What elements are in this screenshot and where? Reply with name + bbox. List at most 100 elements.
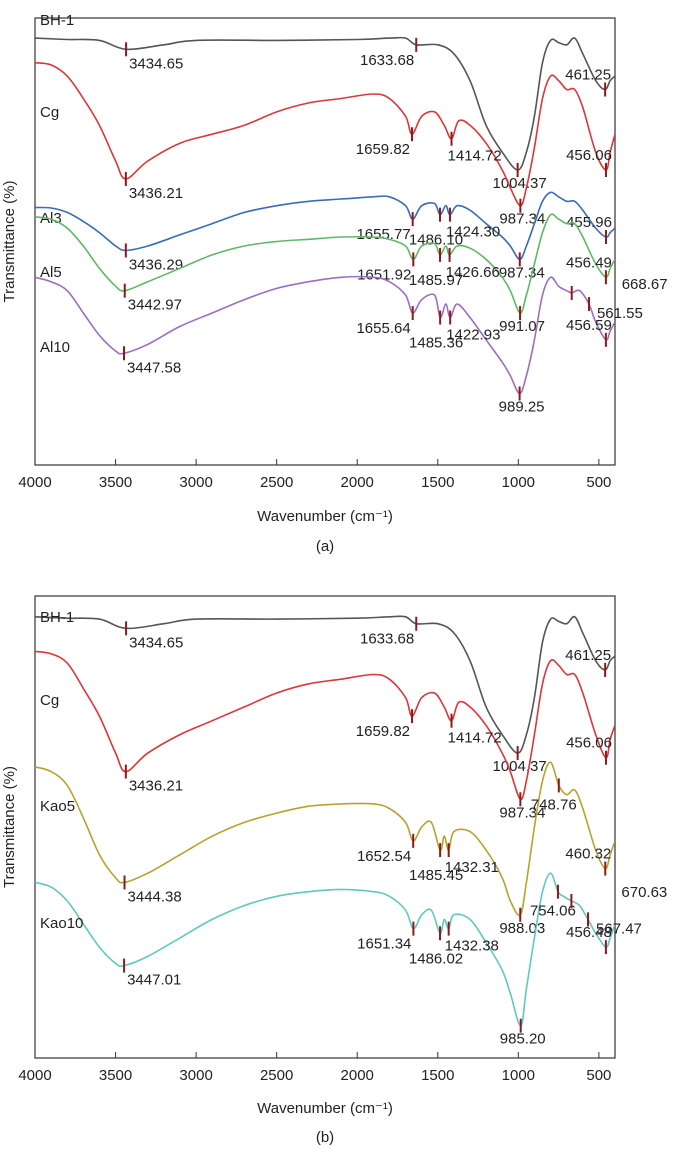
peak-label: 456.06 (566, 147, 612, 164)
x-tick-label: 500 (586, 474, 611, 491)
series-name-label: BH-1 (40, 12, 74, 29)
peak-label: 456.48 (566, 924, 612, 941)
peak-label: 1432.38 (445, 938, 499, 955)
x-tick-label: 1500 (421, 1067, 454, 1084)
peak-label: 987.34 (499, 804, 545, 821)
x-tick-label: 3000 (179, 1067, 212, 1084)
peak-label: 987.34 (499, 264, 545, 281)
series-kao5 (35, 761, 615, 917)
peak-label: 1651.92 (357, 266, 411, 283)
plot-frame (34, 595, 616, 1059)
series-name-label: Kao10 (40, 915, 83, 932)
x-tick-label: 1500 (421, 474, 454, 491)
peak-label: 1655.64 (356, 320, 410, 337)
x-tick-label: 4000 (18, 474, 51, 491)
x-tick-label: 4000 (18, 1067, 51, 1084)
peak-label: 456.59 (566, 317, 612, 334)
peak-label: 3436.21 (129, 778, 183, 795)
peak-label: 1486.02 (409, 950, 463, 967)
series-bh-1 (35, 615, 615, 754)
peak-label: 3447.01 (127, 972, 181, 989)
peak-label: 461.25 (565, 67, 611, 84)
peak-label: 561.55 (597, 305, 643, 322)
series-name-label: Cg (40, 692, 59, 709)
peak-label: 1422.93 (446, 326, 500, 343)
peak-label: 3442.97 (128, 297, 182, 314)
x-tick-label: 1000 (502, 474, 535, 491)
peak-label: 1633.68 (360, 631, 414, 648)
peak-label: 754.06 (530, 903, 576, 920)
peak-label: 989.25 (499, 398, 545, 415)
chart-panel-2: 4000 3500 3000 2500 2000 1500 1000 500 Wavenumbe… (1, 595, 667, 1146)
peak-label: 3444.38 (128, 888, 182, 905)
series-cg (35, 61, 615, 207)
series-name-label: Cg (40, 104, 59, 121)
panel-caption: (a) (316, 538, 334, 555)
peak-label: 1651.34 (357, 936, 411, 953)
series-bh-1 (35, 36, 615, 171)
x-axis-label: Wavenumber (cm⁻¹) (257, 508, 393, 525)
peak-label: 668.67 (622, 276, 668, 293)
y-axis-label: Transmittance (%) (1, 766, 18, 888)
peak-label: 985.20 (500, 1031, 546, 1048)
peak-label: 1485.97 (409, 272, 463, 289)
peak-label: 3436.21 (129, 185, 183, 202)
series-name-label: Al10 (40, 339, 70, 356)
series-name-label: BH-1 (40, 609, 74, 626)
peak-label: 991.07 (499, 318, 545, 335)
peak-label: 1659.82 (356, 723, 410, 740)
peak-label: 1652.54 (357, 848, 411, 865)
series-line (35, 615, 615, 754)
peak-label: 567.47 (596, 920, 642, 937)
peak-label: 3447.58 (127, 359, 181, 376)
peak-label: 461.25 (565, 647, 611, 664)
series-line (35, 275, 615, 395)
x-tick-label: 3500 (99, 1067, 132, 1084)
peak-label: 1432.31 (445, 859, 499, 876)
peak-label: 456.06 (566, 735, 612, 752)
peak-label: 988.03 (499, 920, 545, 937)
x-axis-label: Wavenumber (cm⁻¹) (257, 1100, 393, 1117)
peak-label: 1426.66 (446, 264, 500, 281)
series-name-label: Kao5 (40, 798, 75, 815)
peak-label: 1485.36 (409, 334, 463, 351)
peak-label: 1655.77 (356, 226, 410, 243)
peak-label: 456.49 (566, 254, 612, 271)
peak-label: 1414.72 (448, 730, 502, 747)
x-tick-label: 2000 (341, 474, 374, 491)
peak-label: 3434.65 (129, 55, 183, 72)
series-line (35, 61, 615, 207)
peak-label: 1633.68 (360, 52, 414, 69)
peak-label: 3434.65 (129, 634, 183, 651)
series-cg (35, 650, 615, 801)
peak-label: 1004.37 (493, 175, 547, 192)
series-line (35, 761, 615, 917)
series-line (35, 650, 615, 801)
panel-caption: (b) (316, 1129, 334, 1146)
series-kao10 (35, 872, 615, 1027)
peak-label: 1424.30 (446, 224, 500, 241)
x-tick-label: 2000 (341, 1067, 374, 1084)
peak-label: 3436.29 (129, 256, 183, 273)
peak-label: 1659.82 (356, 141, 410, 158)
x-tick-label: 2500 (260, 1067, 293, 1084)
peak-label: 670.63 (621, 884, 667, 901)
peak-label: 1486.10 (409, 232, 463, 249)
peak-label: 1485.45 (409, 867, 463, 884)
x-tick-label: 500 (586, 1067, 611, 1084)
x-tick-label: 2500 (260, 474, 293, 491)
y-axis-label: Transmittance (%) (1, 181, 18, 303)
peak-label: 748.76 (531, 796, 577, 813)
x-tick-label: 3500 (99, 474, 132, 491)
x-tick-label: 3000 (179, 474, 212, 491)
series-al10 (35, 275, 615, 395)
plot-frame (34, 17, 616, 466)
series-name-label: Al5 (40, 264, 62, 281)
x-tick-label: 1000 (502, 1067, 535, 1084)
series-line (35, 872, 615, 1027)
peak-label: 1004.37 (493, 758, 547, 775)
chart-panel-1: 4000 3500 3000 2500 2000 1500 1000 500 Wavenumbe… (1, 12, 668, 555)
series-line (35, 36, 615, 171)
peak-label: 460.32 (565, 846, 611, 863)
